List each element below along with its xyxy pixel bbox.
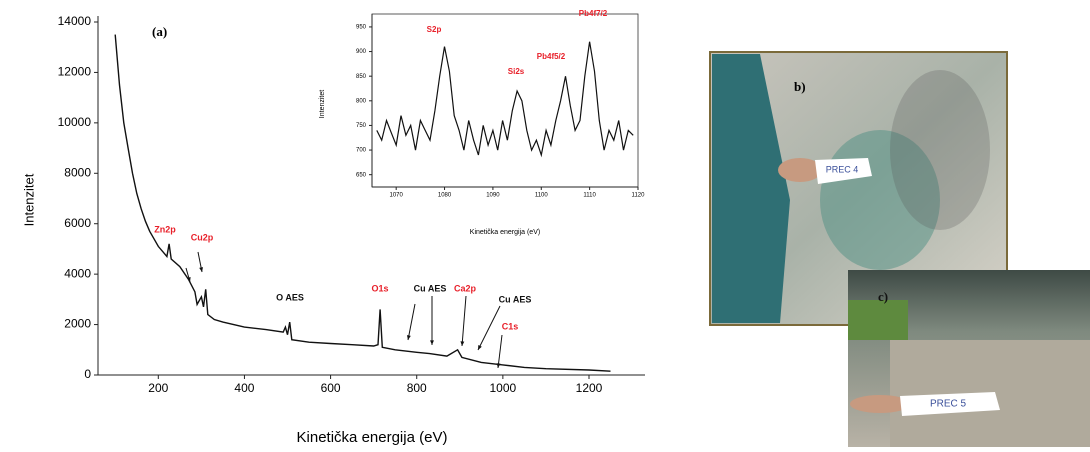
arrow-head	[460, 341, 465, 346]
photo-c: PREC 5 c)	[848, 270, 1090, 447]
y-axis-label: Intenzitet	[319, 90, 326, 118]
peak-label: Zn2p	[154, 224, 176, 234]
peak-label: S2p	[427, 25, 442, 34]
x-axis-label: Kinetička energija (eV)	[297, 429, 448, 446]
panel-label: (a)	[152, 24, 167, 39]
photo-label: b)	[794, 79, 806, 94]
arrow-head	[430, 340, 434, 345]
peak-arrow	[461, 295, 467, 347]
y-tick-label: 8000	[64, 165, 91, 179]
x-tick-label: 1090	[486, 192, 500, 198]
y-tick-label: 10000	[58, 115, 92, 129]
x-tick-label: 1100	[535, 192, 549, 198]
y-tick-label: 800	[356, 98, 367, 104]
y-tick-label: 950	[356, 25, 367, 31]
arrow-head	[199, 267, 204, 272]
y-tick-label: 2000	[64, 317, 91, 331]
inset-background	[355, 14, 643, 206]
arrow-head	[406, 335, 411, 340]
y-tick-label: 750	[356, 123, 367, 129]
x-tick-label: 600	[321, 381, 341, 395]
x-tick-label: 1110	[583, 192, 596, 198]
y-axis-label: Intenzitet	[21, 173, 36, 226]
peak-arrow	[497, 334, 503, 369]
peak-label: Cu2p	[191, 232, 214, 242]
x-axis-label: Kinetička energija (eV)	[470, 229, 540, 236]
x-tick-label: 1000	[490, 381, 517, 395]
peak-label: Si2s	[508, 67, 525, 76]
spectrum-line	[114, 34, 611, 372]
peak-label: Ca2p	[454, 283, 477, 293]
y-tick-label: 4000	[64, 266, 91, 280]
peak-label: Cu AES	[499, 294, 532, 304]
y-tick-label: 650	[356, 172, 367, 178]
peak-arrow	[407, 303, 416, 341]
photo-tag: PREC 4	[826, 164, 859, 174]
peak-label: O1s	[371, 283, 388, 293]
x-tick-label: 1080	[438, 192, 452, 198]
x-tick-label: 1200	[576, 381, 603, 395]
peak-arrow	[477, 305, 501, 351]
peak-label: O AES	[276, 292, 304, 302]
peak-label: Pb4f5/2	[537, 52, 566, 61]
arrow-head	[496, 363, 501, 368]
y-tick-label: 12000	[58, 65, 92, 79]
x-tick-label: 400	[234, 381, 254, 395]
x-tick-label: 1070	[390, 192, 404, 198]
y-tick-label: 6000	[64, 216, 91, 230]
x-tick-label: 800	[407, 381, 427, 395]
y-tick-label: 700	[356, 148, 367, 154]
x-tick-label: 200	[148, 381, 168, 395]
y-tick-label: 0	[84, 367, 91, 381]
photo-tag: PREC 5	[930, 399, 967, 410]
peak-label: C1s	[502, 321, 519, 331]
spectrum-line	[376, 41, 634, 158]
arrow-head	[478, 345, 482, 350]
y-tick-label: 14000	[58, 14, 92, 28]
photo-b: PREC 4 b)	[709, 51, 1008, 326]
photo-label: c)	[878, 289, 888, 304]
peak-label: Cu AES	[414, 283, 447, 293]
y-tick-label: 850	[356, 74, 367, 80]
arrow-head	[186, 277, 191, 282]
y-tick-label: 900	[356, 49, 367, 55]
peak-label: Pb4f7/2	[579, 9, 608, 18]
x-tick-label: 1120	[632, 192, 646, 198]
